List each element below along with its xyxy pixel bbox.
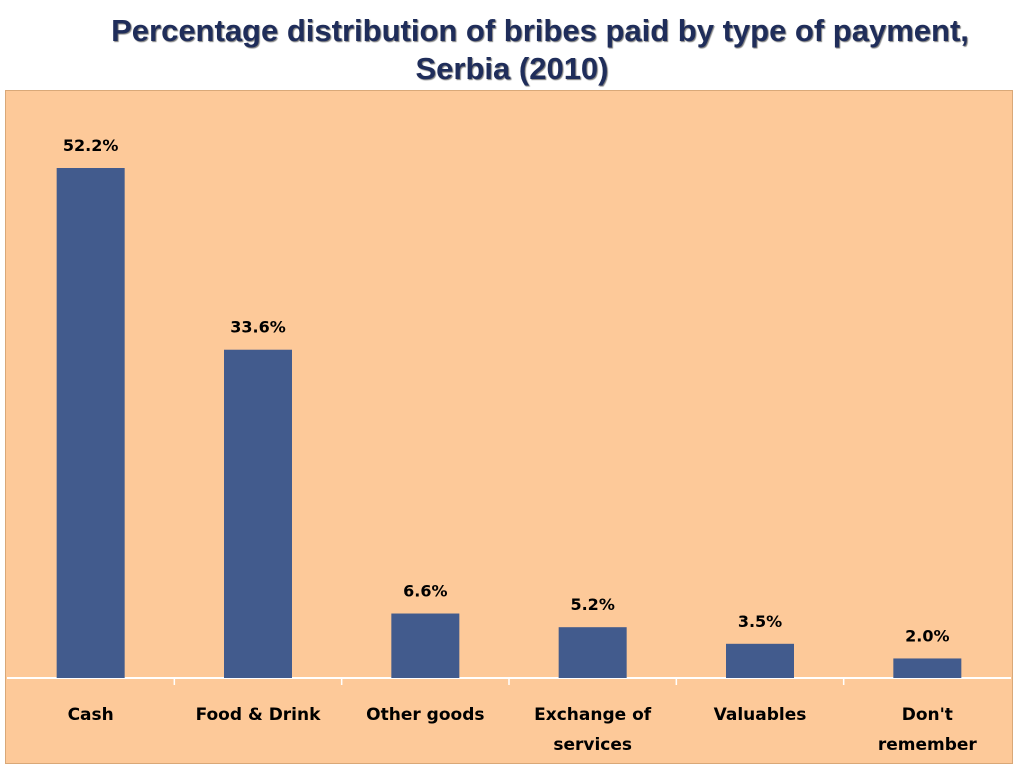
data-label: 52.2% — [63, 136, 119, 155]
data-label: 5.2% — [570, 595, 614, 614]
x-tick-label: services — [553, 735, 632, 755]
chart-title-line-1: Percentage distribution of bribes paid b… — [111, 13, 969, 48]
data-label: 2.0% — [905, 626, 949, 645]
x-tick-label: Food & Drink — [196, 705, 322, 725]
bar — [391, 613, 460, 678]
x-tick-label: Other goods — [366, 705, 484, 725]
bar — [56, 168, 125, 678]
bar-chart: 52.2% Cash 33.6% Food & Drink 6.6% Other good… — [7, 136, 1011, 755]
data-label: 33.6% — [230, 318, 286, 337]
bar — [224, 349, 292, 678]
data-label: 6.6% — [403, 582, 447, 601]
x-tick-label: Exchange of — [534, 705, 652, 725]
x-tick-label: Don't — [902, 705, 953, 725]
bar — [558, 627, 627, 678]
chart-title: Percentage distribution of bribes paid b… — [0, 12, 1024, 88]
x-tick-label: remember — [878, 735, 978, 755]
chart-title-line-2: Serbia (2010) — [415, 51, 609, 86]
x-tick-label: Valuables — [714, 705, 807, 725]
bar — [726, 643, 794, 678]
x-tick-label: Cash — [68, 705, 114, 725]
bar — [893, 658, 962, 678]
data-label: 3.5% — [738, 612, 782, 631]
plot-area: 52.2% Cash 33.6% Food & Drink 6.6% Other good… — [5, 90, 1013, 764]
